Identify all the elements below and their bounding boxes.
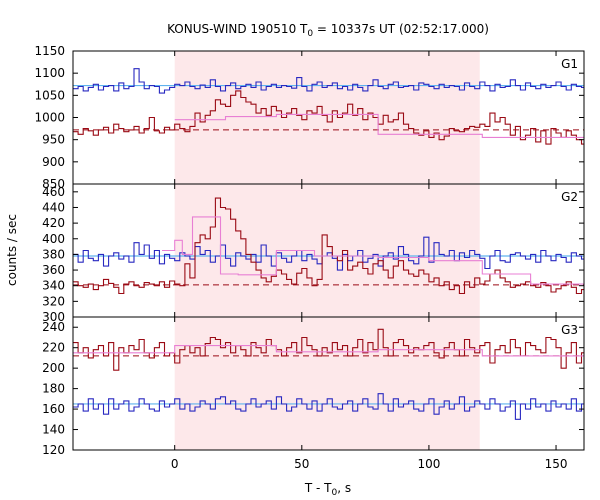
x-tick-label: 150 (545, 457, 568, 471)
y-axis-label: counts / sec (5, 214, 19, 286)
y-tick-label: 300 (42, 310, 65, 324)
y-tick-label: 120 (42, 443, 65, 457)
series-pink-g3 (73, 345, 584, 357)
chart-title: KONUS-WIND 190510 T0 = 10337s UT (02:52:… (167, 22, 489, 39)
y-tick-label: 1150 (34, 44, 65, 58)
y-tick-label: 240 (42, 320, 65, 334)
series-blue-g2 (73, 236, 584, 271)
y-tick-label: 180 (42, 382, 65, 396)
series-blue-g3 (73, 393, 584, 420)
panel-plot-area (73, 68, 584, 145)
panel-label: G2 (561, 190, 578, 204)
y-tick-label: 400 (42, 232, 65, 246)
shaded-interval (174, 317, 480, 450)
y-tick-label: 850 (42, 177, 65, 191)
panel-plot-area (73, 197, 584, 295)
series-blue-g1 (73, 68, 584, 94)
y-tick-label: 1050 (34, 88, 65, 102)
y-tick-label: 420 (42, 216, 65, 230)
panel-label: G3 (561, 323, 578, 337)
x-tick-label: 50 (294, 457, 309, 471)
y-tick-label: 340 (42, 279, 65, 293)
series-pink-g2 (162, 216, 584, 285)
series-red-g1 (73, 90, 584, 145)
x-axis-label: T - T0, s (304, 481, 351, 498)
y-tick-label: 200 (42, 361, 65, 375)
y-tick-label: 1000 (34, 111, 65, 125)
panel-g1: 850 900 950 1000 1050 1100 1150 G1 (34, 44, 585, 191)
series-red-g3 (73, 328, 584, 371)
panel-plot-area (73, 328, 584, 420)
panel-g3: 120 140 160 180 200 220 240 G3 (42, 316, 585, 457)
x-tick-label: 100 (417, 457, 440, 471)
x-tick-label: 0 (171, 457, 179, 471)
y-tick-label: 380 (42, 247, 65, 261)
y-tick-label: 220 (42, 341, 65, 355)
panel-label: G1 (561, 57, 578, 71)
y-tick-label: 1100 (34, 66, 65, 80)
y-tick-label: 360 (42, 263, 65, 277)
y-tick-label: 460 (42, 185, 65, 199)
y-tick-label: 320 (42, 294, 65, 308)
y-tick-label: 160 (42, 402, 65, 416)
y-tick-label: 140 (42, 423, 65, 437)
panel-frame (72, 316, 585, 451)
y-tick-label: 950 (42, 133, 65, 147)
series-pink-g1 (174, 113, 584, 138)
y-tick-label: 900 (42, 155, 65, 169)
y-tick-label: 440 (42, 200, 65, 214)
